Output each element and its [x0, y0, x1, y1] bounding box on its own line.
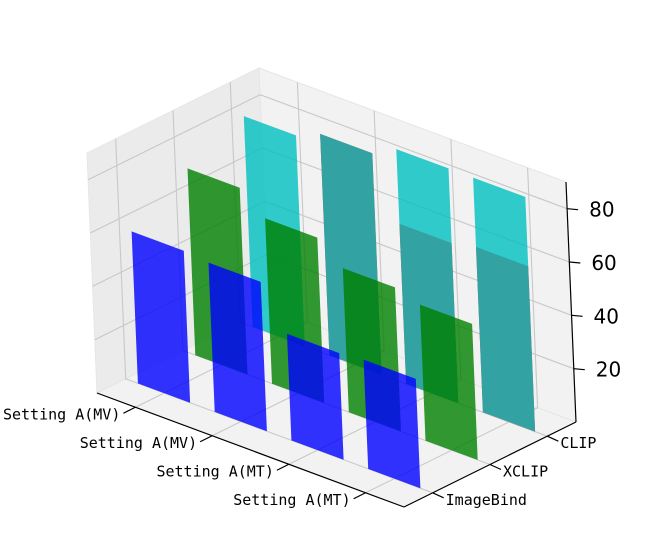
y-tick: [489, 463, 502, 471]
y-tick: [432, 492, 444, 499]
y-tick-label: CLIP: [560, 434, 596, 452]
z-tick-label: 20: [596, 358, 621, 382]
z-tick: [567, 208, 579, 211]
x-tick-label: Setting A(MT): [156, 462, 273, 480]
x-axis-line: [96, 392, 405, 508]
x-tick-label: Setting A(MV): [3, 405, 120, 423]
x-tick-label: Setting A(MT): [233, 491, 350, 509]
y-tick-label: ImageBind: [446, 491, 527, 509]
x-tick-label: Setting A(MV): [80, 434, 197, 452]
bar: [208, 262, 267, 432]
bar: [473, 177, 536, 432]
x-tick: [199, 435, 213, 443]
z-tick: [573, 368, 585, 371]
x-tick: [276, 463, 290, 471]
x-tick: [353, 492, 366, 500]
series-imagebind: [131, 231, 421, 489]
z-tick-label: 40: [594, 304, 619, 328]
axes: Setting A(MV) Setting A(MV) Setting A(MT) S…: [3, 181, 621, 509]
x-tick: [123, 406, 136, 414]
z-gridline: [87, 94, 568, 210]
bars: [131, 116, 536, 489]
bar: [363, 359, 421, 489]
z-tick: [571, 314, 583, 317]
bar: [419, 304, 478, 460]
z-tick-label: 80: [589, 198, 614, 222]
x-gridline: [365, 167, 539, 494]
bar: [131, 231, 191, 403]
z-axis-line: [565, 181, 577, 423]
y-tick: [547, 435, 559, 442]
y-tick-label: XCLIP: [503, 463, 548, 481]
z-tick: [569, 261, 581, 264]
z-tick-label: 60: [591, 251, 616, 275]
bar: [287, 333, 344, 460]
